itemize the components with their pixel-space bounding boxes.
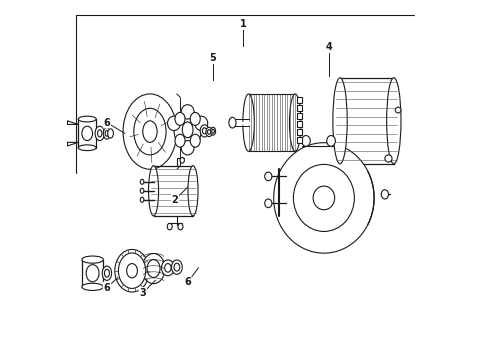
Ellipse shape — [86, 265, 99, 282]
Ellipse shape — [165, 264, 171, 272]
Ellipse shape — [385, 155, 392, 162]
Ellipse shape — [190, 134, 200, 147]
Ellipse shape — [148, 166, 159, 216]
Ellipse shape — [105, 131, 109, 136]
Ellipse shape — [229, 117, 236, 128]
Ellipse shape — [395, 107, 401, 113]
Ellipse shape — [174, 110, 201, 149]
Ellipse shape — [115, 249, 149, 292]
Ellipse shape — [327, 135, 335, 146]
Ellipse shape — [140, 188, 144, 193]
Ellipse shape — [302, 135, 310, 146]
Ellipse shape — [313, 186, 335, 210]
Ellipse shape — [103, 128, 111, 139]
Ellipse shape — [206, 127, 212, 136]
Ellipse shape — [168, 116, 180, 131]
Ellipse shape — [182, 122, 193, 138]
Ellipse shape — [98, 130, 102, 137]
Ellipse shape — [387, 78, 401, 164]
Text: 6: 6 — [103, 118, 110, 128]
Ellipse shape — [181, 140, 194, 155]
Ellipse shape — [82, 256, 103, 263]
Ellipse shape — [140, 197, 144, 202]
Ellipse shape — [126, 264, 137, 278]
Bar — [296, 97, 302, 103]
Ellipse shape — [181, 105, 194, 119]
Ellipse shape — [134, 108, 166, 155]
Ellipse shape — [290, 94, 301, 151]
Ellipse shape — [333, 78, 347, 164]
Ellipse shape — [78, 145, 96, 150]
Ellipse shape — [123, 94, 177, 169]
Ellipse shape — [294, 165, 354, 231]
Ellipse shape — [175, 134, 185, 147]
Ellipse shape — [161, 260, 174, 276]
Bar — [296, 113, 302, 118]
Text: 6: 6 — [103, 283, 110, 293]
Ellipse shape — [82, 126, 93, 140]
Ellipse shape — [178, 224, 183, 230]
Ellipse shape — [208, 130, 211, 134]
Text: 5: 5 — [209, 53, 216, 63]
Ellipse shape — [174, 263, 180, 271]
Ellipse shape — [78, 116, 96, 122]
Ellipse shape — [140, 179, 144, 184]
Ellipse shape — [243, 94, 254, 151]
Ellipse shape — [119, 253, 146, 288]
Ellipse shape — [95, 126, 104, 140]
Ellipse shape — [147, 260, 160, 278]
Bar — [296, 121, 302, 127]
Ellipse shape — [172, 260, 182, 274]
Ellipse shape — [188, 166, 198, 216]
Ellipse shape — [195, 116, 208, 131]
Ellipse shape — [381, 190, 389, 199]
Ellipse shape — [190, 112, 200, 125]
Text: 3: 3 — [140, 288, 146, 298]
Text: 1: 1 — [240, 19, 246, 29]
Text: 4: 4 — [326, 42, 333, 52]
Text: 2: 2 — [172, 195, 178, 205]
Ellipse shape — [175, 112, 185, 125]
Ellipse shape — [82, 283, 103, 291]
Ellipse shape — [202, 128, 207, 134]
Ellipse shape — [265, 172, 272, 181]
Ellipse shape — [200, 125, 209, 137]
Ellipse shape — [274, 143, 374, 253]
Ellipse shape — [102, 266, 112, 280]
Ellipse shape — [104, 269, 109, 277]
Ellipse shape — [180, 157, 184, 163]
Ellipse shape — [265, 199, 272, 208]
Bar — [296, 137, 302, 143]
Bar — [296, 129, 302, 135]
Text: 6: 6 — [184, 277, 191, 287]
Bar — [296, 105, 302, 111]
Ellipse shape — [143, 121, 157, 142]
Ellipse shape — [142, 253, 165, 284]
Bar — [248, 94, 295, 151]
Ellipse shape — [108, 129, 113, 138]
Ellipse shape — [211, 127, 216, 135]
Ellipse shape — [212, 129, 214, 133]
Ellipse shape — [167, 224, 172, 230]
